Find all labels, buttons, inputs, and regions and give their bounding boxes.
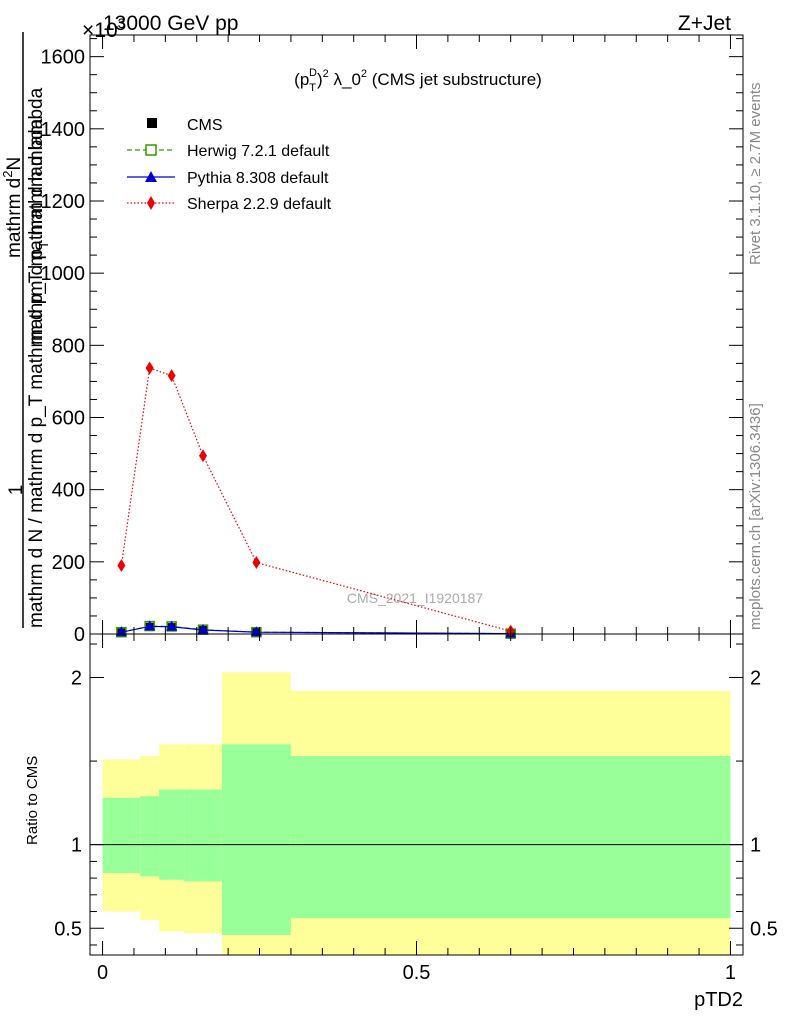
rivet-label: Rivet 3.1.10, ≥ 2.7M events	[747, 83, 764, 266]
main-series	[115, 361, 517, 639]
ylabel-top: mathrm d2N	[0, 157, 25, 258]
main-title: (pTD)2 λ_02 (CMS jet substructure)	[294, 67, 542, 94]
point-sherpa-1	[145, 361, 154, 375]
legend-entry-pythia: Pythia 8.308 default	[127, 170, 329, 187]
ratio-ytick-label-right-0: 0.5	[750, 918, 778, 940]
legend-label-cms: CMS	[187, 117, 223, 134]
x-tick-label-0: 0	[97, 962, 108, 984]
main-ytick-label-6: 1200	[41, 191, 86, 213]
series-line-pythia	[121, 625, 511, 635]
ratio-ytick-label-1: 1	[71, 835, 82, 857]
point-sherpa-2	[167, 369, 176, 383]
point-pythia-2	[166, 620, 178, 631]
legend-marker-sherpa	[147, 196, 155, 210]
exponent-label: ×103	[82, 15, 126, 42]
point-sherpa-3	[199, 449, 208, 463]
ratio-ytick-label-right-2: 2	[750, 667, 761, 689]
ratio-inner-band-4	[221, 744, 291, 935]
point-sherpa-0	[117, 558, 126, 572]
ylabel-numerator: 1	[6, 485, 27, 496]
ratio-inner-band-0	[102, 797, 141, 874]
ylabel-mid: mathrm d pT mathrm d lambda	[26, 87, 51, 345]
x-tick-label-2: 1	[725, 962, 736, 984]
x-tick-label-1: 0.5	[403, 962, 431, 984]
main-ytick-label-2: 400	[52, 480, 85, 502]
legend-label-pythia: Pythia 8.308 default	[187, 170, 329, 187]
main-ytick-label-5: 1000	[41, 263, 86, 285]
main-ytick-label-3: 600	[52, 407, 85, 429]
axes: 0 200 400 600 800 1000 1200 1400 1600 0 0.5 1 0.5 0.5…	[41, 34, 778, 984]
ratio-ytick-label-right-1: 1	[750, 835, 761, 857]
legend-marker-pythia	[145, 171, 157, 182]
legend-entry-sherpa: Sherpa 2.2.9 default	[127, 196, 332, 213]
main-ytick-label-8: 1600	[41, 47, 86, 69]
legend-entry-herwig: Herwig 7.2.1 default	[127, 143, 330, 160]
ratio-inner-band-2	[159, 789, 185, 880]
point-pythia-3	[197, 624, 209, 635]
legend-marker-cms	[147, 118, 157, 128]
ratio-bands	[90, 672, 743, 955]
ratio-ylabel: Ratio to CMS	[24, 756, 41, 845]
ylabel-denominator: mathrm d N / mathrm d p_T mathrm d p_T m…	[26, 118, 47, 628]
main-ytick-label-7: 1400	[41, 119, 86, 141]
ratio-inner-band-3	[184, 789, 222, 882]
point-pythia-1	[144, 620, 156, 631]
ratio-ytick-label-0: 0.5	[54, 918, 82, 940]
legend-label-sherpa: Sherpa 2.2.9 default	[187, 196, 332, 213]
process-label: Z+Jet	[678, 12, 731, 35]
ratio-inner-band-5	[290, 756, 731, 919]
legend-label-herwig: Herwig 7.2.1 default	[187, 143, 330, 160]
analysis-watermark: CMS_2021_I1920187	[347, 590, 483, 606]
legend-entry-cms: CMS	[147, 117, 223, 134]
x-axis-title: pTD2	[694, 989, 743, 1011]
collision-label: 13000 GeV pp	[103, 12, 238, 35]
main-ylabel: 1 mathrm d2N mathrm d pT mathrm d lambda…	[0, 32, 51, 628]
ratio-inner-band-1	[140, 796, 160, 877]
main-ytick-label-4: 800	[52, 335, 85, 357]
point-sherpa-4	[252, 556, 261, 570]
legend-marker-herwig	[145, 144, 157, 156]
legend: CMS Herwig 7.2.1 default Pythia 8.308 de…	[127, 117, 332, 213]
main-ytick-label-0: 0	[74, 624, 85, 646]
main-ytick-label-1: 200	[52, 552, 85, 574]
ratio-ytick-label-2: 2	[71, 667, 82, 689]
mcplots-label: mcplots.cern.ch [arXiv:1306.3436]	[747, 403, 764, 630]
